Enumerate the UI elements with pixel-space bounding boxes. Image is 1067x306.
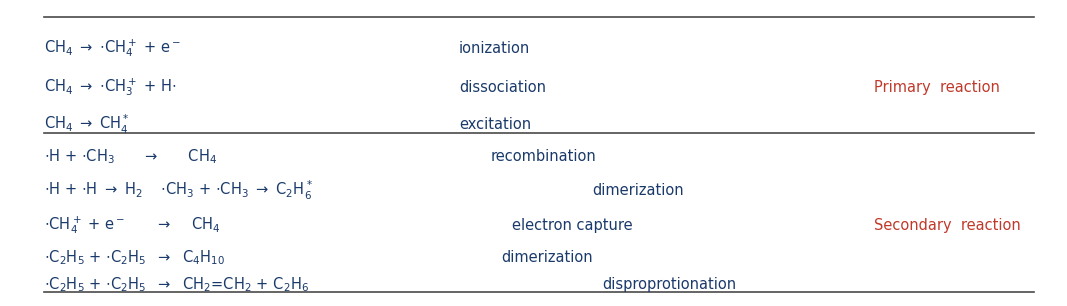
Text: Primary  reaction: Primary reaction [874,80,1000,95]
Text: Secondary  reaction: Secondary reaction [874,218,1021,233]
Text: $\cdot$H + $\cdot$CH$_3$      $\rightarrow$      CH$_4$: $\cdot$H + $\cdot$CH$_3$ $\rightarrow$ C… [44,147,218,166]
Text: dissociation: dissociation [459,80,546,95]
Text: $\cdot$C$_2$H$_5$ + $\cdot$C$_2$H$_5$  $\rightarrow$  C$_4$H$_{10}$: $\cdot$C$_2$H$_5$ + $\cdot$C$_2$H$_5$ $\… [44,248,225,267]
Text: CH$_4$ $\rightarrow$ $\cdot$CH$_3^+$ + H$\cdot$: CH$_4$ $\rightarrow$ $\cdot$CH$_3^+$ + H… [44,76,176,98]
Text: disproprotionation: disproprotionation [603,278,737,293]
Text: CH$_4$ $\rightarrow$ $\cdot$CH$_4^+$ + e$^-$: CH$_4$ $\rightarrow$ $\cdot$CH$_4^+$ + e… [44,38,180,59]
Text: CH$_4$ $\rightarrow$ CH$_4^*$: CH$_4$ $\rightarrow$ CH$_4^*$ [44,113,130,136]
Text: $\cdot$CH$_4^+$ + e$^-$      $\rightarrow$    CH$_4$: $\cdot$CH$_4^+$ + e$^-$ $\rightarrow$ CH… [44,214,221,236]
Text: $\cdot$C$_2$H$_5$ + $\cdot$C$_2$H$_5$  $\rightarrow$  CH$_2$=CH$_2$ + C$_2$H$_6$: $\cdot$C$_2$H$_5$ + $\cdot$C$_2$H$_5$ $\… [44,275,309,294]
Text: $\cdot$H + $\cdot$H $\rightarrow$ H$_2$    $\cdot$CH$_3$ + $\cdot$CH$_3$ $\right: $\cdot$H + $\cdot$H $\rightarrow$ H$_2$ … [44,179,313,202]
Text: excitation: excitation [459,117,531,132]
Text: dimerization: dimerization [501,250,593,265]
Text: recombination: recombination [491,149,596,164]
Text: ionization: ionization [459,41,530,56]
Text: dimerization: dimerization [592,183,684,198]
Text: electron capture: electron capture [512,218,633,233]
